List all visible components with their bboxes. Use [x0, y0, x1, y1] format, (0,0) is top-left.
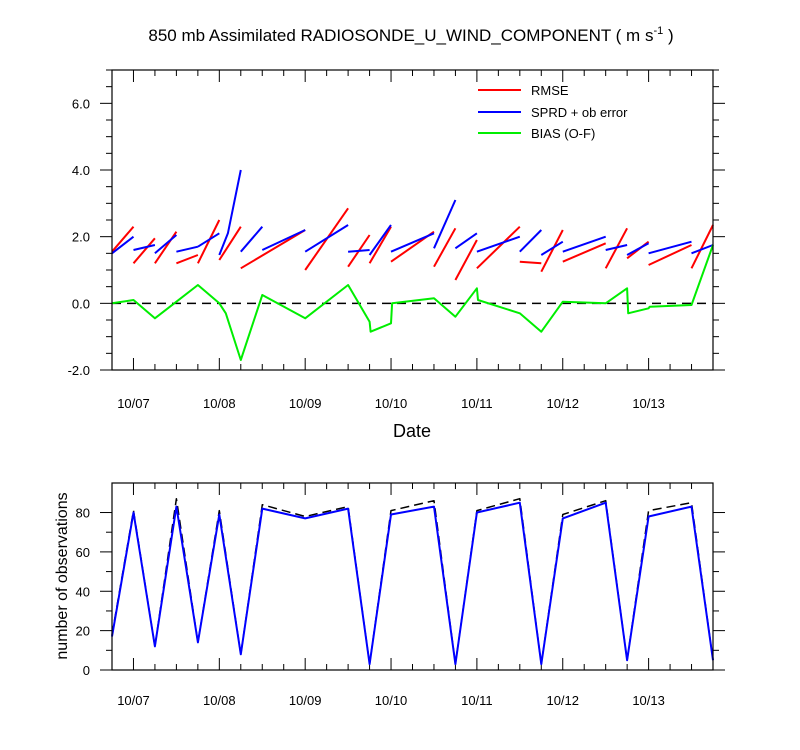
- sprd-line-segment-10: [368, 224, 392, 256]
- top-x-tick-label: 10/12: [546, 396, 579, 411]
- rmse-line-segment-3: [176, 254, 199, 265]
- top-y-tick-label: 0.0: [72, 296, 90, 311]
- bottom-y-tick-label: 40: [76, 584, 90, 599]
- rmse-line-segment-1: [132, 237, 156, 264]
- rmse-line-segment-14: [519, 260, 542, 265]
- rmse-line-segment-20: [690, 224, 714, 269]
- top-y-tick-label: -2.0: [68, 363, 90, 378]
- top-tick-marks: [100, 69, 725, 371]
- bias-line: [111, 244, 714, 361]
- bottom-x-tick-label: 10/13: [632, 693, 665, 708]
- sprd-line-segment-3: [176, 245, 199, 253]
- top-x-tick-label: 10/11: [461, 396, 493, 411]
- bottom-x-tick-label: 10/12: [546, 693, 579, 708]
- sprd-line-segment-11: [390, 232, 435, 253]
- rmse-line-segment-13: [476, 225, 521, 270]
- top-chart: 850 mb Assimilated RADIOSONDE_U_WIND_COM…: [68, 25, 725, 441]
- rmse-line-segment-9: [368, 226, 392, 264]
- sprd-line-segment-13: [454, 232, 478, 250]
- sprd-line-segment-0: [111, 235, 135, 255]
- sprd-line-segment-19: [626, 242, 650, 256]
- sprd-line-segment-16: [540, 240, 564, 256]
- top-x-tick-label: 10/10: [375, 396, 408, 411]
- top-plot-frame: [111, 69, 714, 371]
- rmse-line-segment-5: [218, 226, 242, 261]
- sprd-line-segment-14: [476, 235, 521, 253]
- bottom-x-tick-label: 10/11: [461, 693, 493, 708]
- top-x-tick-label: 10/07: [117, 396, 150, 411]
- rmse-line-segment-6: [240, 229, 306, 270]
- rmse-line-segment-0: [111, 226, 135, 253]
- top-y-tick-labels: -2.0 0.0 2.0 4.0 6.0: [68, 96, 90, 378]
- sprd-line-segment-9: [348, 249, 370, 253]
- rmse-line-segment-11: [433, 227, 457, 268]
- sprd-line-segment-2: [154, 234, 178, 255]
- legend-label-bias: BIAS (O-F): [531, 126, 595, 141]
- legend: RMSE SPRD + ob error BIAS (O-F): [478, 83, 628, 141]
- top-y-tick-label: 2.0: [72, 230, 90, 245]
- bottom-y-tick-label: 80: [76, 506, 90, 521]
- sprd-line-segment-4: [197, 232, 220, 248]
- rmse-line-segment-15: [540, 229, 564, 273]
- rmse-line-segment-4: [197, 219, 221, 264]
- chart-title: 850 mb Assimilated RADIOSONDE_U_WIND_COM…: [148, 25, 673, 45]
- top-x-tick-labels: 10/07 10/08 10/09 10/10 10/11 10/12 10/13: [117, 396, 665, 411]
- bottom-y-tick-label: 20: [76, 624, 90, 639]
- bottom-x-tick-labels: 10/07 10/08 10/09 10/10 10/11 10/12 10/13: [117, 693, 665, 708]
- bottom-y-tick-label: 60: [76, 545, 90, 560]
- bottom-plot-frame: [111, 482, 714, 671]
- sprd-line-segment-5: [218, 169, 242, 256]
- legend-label-sprd: SPRD + ob error: [531, 105, 628, 120]
- bottom-x-tick-label: 10/08: [203, 693, 236, 708]
- sprd-line-segment-6: [240, 226, 264, 253]
- rmse-line-segment-19: [648, 244, 692, 266]
- bottom-y-tick-label: 0: [83, 663, 90, 678]
- bottom-x-tick-label: 10/10: [375, 693, 408, 708]
- bottom-chart: 0 20 40 60 80 10/07 10/08 10/09 10/10 10/11 10/12…: [54, 482, 725, 708]
- observations-possible-line: [111, 497, 714, 665]
- sprd-line-segment-18: [605, 244, 628, 251]
- legend-label-rmse: RMSE: [531, 83, 569, 98]
- bottom-y-axis-title: number of observations: [54, 492, 71, 659]
- observations-used-line: [111, 501, 714, 666]
- sprd-line-segment-8: [304, 224, 349, 253]
- bottom-y-tick-labels: 0 20 40 60 80: [76, 506, 90, 678]
- bottom-x-tick-label: 10/07: [117, 693, 150, 708]
- sprd-line-segment-7: [261, 229, 306, 251]
- sprd-line-segment-12: [433, 199, 457, 249]
- sprd-line-segment-15: [519, 229, 543, 253]
- sprd-line-segment-1: [133, 244, 156, 251]
- top-y-tick-label: 4.0: [72, 163, 90, 178]
- top-x-tick-label: 10/09: [289, 396, 322, 411]
- top-x-tick-label: 10/08: [203, 396, 236, 411]
- top-series-group: [111, 169, 714, 361]
- sprd-line-segment-17: [562, 235, 607, 253]
- top-x-tick-label: 10/13: [632, 396, 665, 411]
- sprd-line-segment-20: [648, 240, 692, 255]
- bottom-x-tick-label: 10/09: [289, 693, 322, 708]
- bottom-series-group: [111, 497, 714, 666]
- top-y-tick-label: 6.0: [72, 96, 90, 111]
- x-axis-title: Date: [393, 421, 431, 441]
- rmse-line-segment-12: [454, 239, 478, 281]
- rmse-line-segment-16: [562, 242, 607, 263]
- sprd-line-segment-21: [691, 244, 714, 255]
